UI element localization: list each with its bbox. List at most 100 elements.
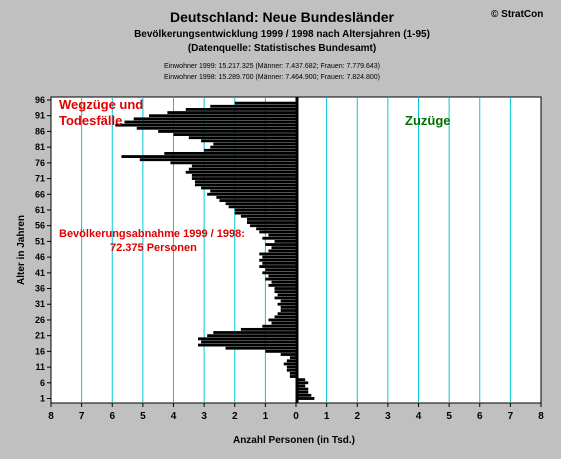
bar-age-71 xyxy=(191,177,296,180)
y-tick-label-15: 76 xyxy=(35,158,45,168)
bar-age-86 xyxy=(158,130,296,133)
bar-age-21 xyxy=(207,334,296,338)
bar-age-45 xyxy=(259,258,296,262)
bar-age-1 xyxy=(296,397,315,400)
bar-age-81 xyxy=(210,145,296,149)
bar-age-18 xyxy=(198,343,296,347)
x-axis-label: Anzahl Personen (in Tsd.) xyxy=(233,435,355,446)
y-tick-label-14: 71 xyxy=(35,174,45,184)
bar-age-44 xyxy=(262,261,296,265)
x-tick-label-6: 2 xyxy=(232,411,238,422)
y-tick-label-6: 31 xyxy=(35,299,45,309)
bar-age-77 xyxy=(139,158,296,162)
chart-title: Deutschland: Neue Bundesländer xyxy=(170,9,395,25)
bar-age-88 xyxy=(115,123,296,127)
bar-age-38 xyxy=(271,280,296,284)
annotation-total-line2: 72.375 Personen xyxy=(110,242,197,254)
bar-age-2 xyxy=(296,393,312,397)
bars xyxy=(115,101,315,400)
bar-age-48 xyxy=(268,249,296,253)
bar-age-22 xyxy=(213,331,296,334)
bar-age-20 xyxy=(198,337,296,341)
bar-age-50 xyxy=(265,243,296,246)
bar-age-32 xyxy=(280,299,296,303)
bar-age-57 xyxy=(247,221,296,224)
bar-age-9 xyxy=(289,371,296,375)
x-tick-label-8: 0 xyxy=(293,411,299,422)
bar-age-34 xyxy=(277,293,296,297)
annotation-total-line1: Bevölkerungsabnahme 1999 / 1998: xyxy=(59,228,245,240)
bar-age-53 xyxy=(268,233,296,237)
bar-age-85 xyxy=(173,133,296,136)
bar-age-73 xyxy=(185,170,296,174)
bar-age-27 xyxy=(274,315,296,319)
x-tick-label-1: 7 xyxy=(79,411,85,422)
bar-age-69 xyxy=(194,183,296,187)
bar-age-36 xyxy=(274,287,296,290)
x-tick-label-11: 3 xyxy=(385,411,391,422)
bar-age-60 xyxy=(234,211,296,215)
bar-age-87 xyxy=(136,126,296,130)
bar-age-80 xyxy=(204,148,296,152)
bar-age-24 xyxy=(262,324,296,328)
x-tick-label-12: 4 xyxy=(416,411,422,422)
bar-age-5 xyxy=(296,384,306,388)
y-tick-label-13: 66 xyxy=(35,189,45,199)
y-tick-label-1: 6 xyxy=(40,378,45,388)
bar-age-46 xyxy=(262,255,296,259)
bar-age-94 xyxy=(210,104,296,108)
bar-age-91 xyxy=(149,114,296,118)
bar-age-78 xyxy=(121,155,296,158)
bar-age-83 xyxy=(201,139,296,143)
bar-age-72 xyxy=(191,173,296,177)
y-tick-label-10: 51 xyxy=(35,236,45,246)
copyright: © StratCon xyxy=(491,9,543,20)
y-tick-label-11: 56 xyxy=(35,221,45,231)
data-source: (Datenquelle: Statistisches Bundesamt) xyxy=(188,43,376,54)
y-tick-label-7: 36 xyxy=(35,284,45,294)
bar-age-30 xyxy=(280,305,296,309)
bar-age-29 xyxy=(280,309,296,312)
bar-age-64 xyxy=(219,199,296,202)
bar-age-54 xyxy=(259,230,296,234)
bar-age-79 xyxy=(164,152,296,155)
bar-age-37 xyxy=(268,283,296,287)
bar-age-12 xyxy=(283,362,296,366)
y-tick-label-4: 21 xyxy=(35,331,45,341)
y-tick-label-12: 61 xyxy=(35,205,45,215)
x-tick-label-9: 1 xyxy=(324,411,330,422)
info-line-1998: Einwohner 1998: 15.289.700 (Männer: 7.46… xyxy=(164,74,380,81)
bar-age-33 xyxy=(274,296,296,300)
y-tick-label-17: 86 xyxy=(35,126,45,136)
bar-age-10 xyxy=(286,368,296,372)
bar-age-41 xyxy=(262,271,296,275)
bar-age-17 xyxy=(225,346,296,350)
bar-age-62 xyxy=(228,205,296,209)
bar-age-95 xyxy=(234,101,296,105)
y-tick-label-0: 1 xyxy=(40,394,45,404)
bar-age-4 xyxy=(296,387,309,391)
bar-age-6 xyxy=(296,381,309,385)
y-tick-label-16: 81 xyxy=(35,142,45,152)
bar-age-7 xyxy=(296,378,306,382)
x-tick-label-15: 7 xyxy=(508,411,514,422)
bar-age-92 xyxy=(167,111,296,114)
bar-age-59 xyxy=(240,214,296,218)
x-tick-label-7: 1 xyxy=(263,411,269,422)
bar-age-63 xyxy=(225,202,296,206)
y-tick-label-19: 96 xyxy=(35,95,45,105)
bar-age-31 xyxy=(277,302,296,306)
y-axis-label: Alter in Jahren xyxy=(16,215,27,285)
y-tick-label-9: 46 xyxy=(35,252,45,262)
bar-age-43 xyxy=(259,265,296,268)
bar-age-84 xyxy=(188,136,296,140)
bar-age-67 xyxy=(210,189,296,193)
bar-age-19 xyxy=(201,340,296,344)
bar-age-93 xyxy=(185,108,296,111)
bar-age-28 xyxy=(277,312,296,316)
bar-age-14 xyxy=(289,356,296,360)
bar-age-65 xyxy=(216,195,296,199)
bar-age-15 xyxy=(280,353,296,356)
